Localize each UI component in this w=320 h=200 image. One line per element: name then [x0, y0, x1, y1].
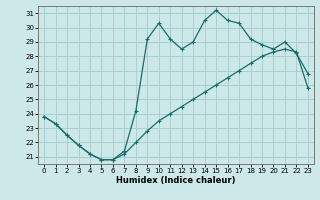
- X-axis label: Humidex (Indice chaleur): Humidex (Indice chaleur): [116, 176, 236, 185]
